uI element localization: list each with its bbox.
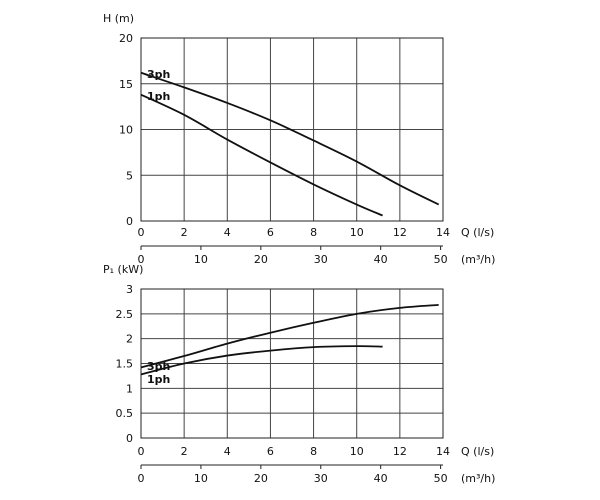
head-x-tick-label: 8: [310, 226, 317, 239]
power-x-tick-label: 8: [310, 445, 317, 458]
power-y-tick-label: 1.5: [116, 358, 134, 371]
power-y-tick-label: 3: [126, 283, 133, 296]
head-x-tick-label: 2: [181, 226, 188, 239]
power-x-axis-title: Q (l/s): [461, 445, 494, 458]
power-plot-frame: [140, 288, 444, 439]
power-x-tick-label: 10: [350, 445, 364, 458]
power-secondary-tick-label: 20: [254, 472, 268, 485]
power-x-tick-label: 4: [224, 445, 231, 458]
power-x2-axis-title: (m³/h): [461, 472, 495, 485]
power-curve-label-1ph: 1ph: [147, 373, 170, 386]
power-x-tick-label: 12: [393, 445, 407, 458]
power-y-tick-label: 1: [126, 382, 133, 395]
power-y-tick-label: 2.5: [116, 308, 134, 321]
power-y-tick-label: 0: [126, 432, 133, 445]
head-plot-frame: [140, 37, 444, 222]
head-y-tick-label: 5: [126, 169, 133, 182]
head-curve-label-1ph: 1ph: [147, 90, 170, 103]
power-x-tick-label: 6: [267, 445, 274, 458]
head-y-axis-title: H (m): [103, 12, 134, 25]
head-y-tick-label: 20: [119, 32, 133, 45]
head-x-tick-label: 4: [224, 226, 231, 239]
head-y-tick-label: 15: [119, 78, 133, 91]
power-y-tick-label: 0.5: [116, 407, 134, 420]
head-x-tick-label: 0: [138, 226, 145, 239]
head-secondary-tick-label: 50: [434, 253, 448, 266]
power-y-axis-title: P₁ (kW): [103, 263, 143, 276]
head-curve-1ph: [140, 93, 383, 217]
power-secondary-tick-label: 40: [374, 472, 388, 485]
head-curve-label-3ph: 3ph: [147, 68, 170, 81]
head-x-tick-label: 12: [393, 226, 407, 239]
power-secondary-tick-label: 10: [194, 472, 208, 485]
power-secondary-tick-label: 50: [434, 472, 448, 485]
power-curve-1ph: [140, 345, 383, 376]
power-secondary-tick-label: 30: [314, 472, 328, 485]
head-secondary-tick-label: 30: [314, 253, 328, 266]
head-x-tick-label: 6: [267, 226, 274, 239]
power-x-tick-label: 14: [436, 445, 450, 458]
power-x-tick-label: 0: [138, 445, 145, 458]
power-secondary-tick-label: 0: [138, 472, 145, 485]
head-x-tick-label: 10: [350, 226, 364, 239]
head-x2-axis-title: (m³/h): [461, 253, 495, 266]
head-y-tick-label: 10: [119, 124, 133, 137]
power-curve-label-3ph: 3ph: [147, 360, 170, 373]
power-curve-3ph: [140, 303, 439, 369]
head-secondary-tick-label: 40: [374, 253, 388, 266]
head-secondary-tick-label: 20: [254, 253, 268, 266]
head-curve-3ph: [140, 71, 440, 206]
head-secondary-tick-label: 10: [194, 253, 208, 266]
head-secondary-tick-label: 0: [138, 253, 145, 266]
power-y-tick-label: 2: [126, 333, 133, 346]
power-x-tick-label: 2: [181, 445, 188, 458]
head-x-axis-title: Q (l/s): [461, 226, 494, 239]
head-y-tick-label: 0: [126, 215, 133, 228]
head-x-tick-label: 14: [436, 226, 450, 239]
